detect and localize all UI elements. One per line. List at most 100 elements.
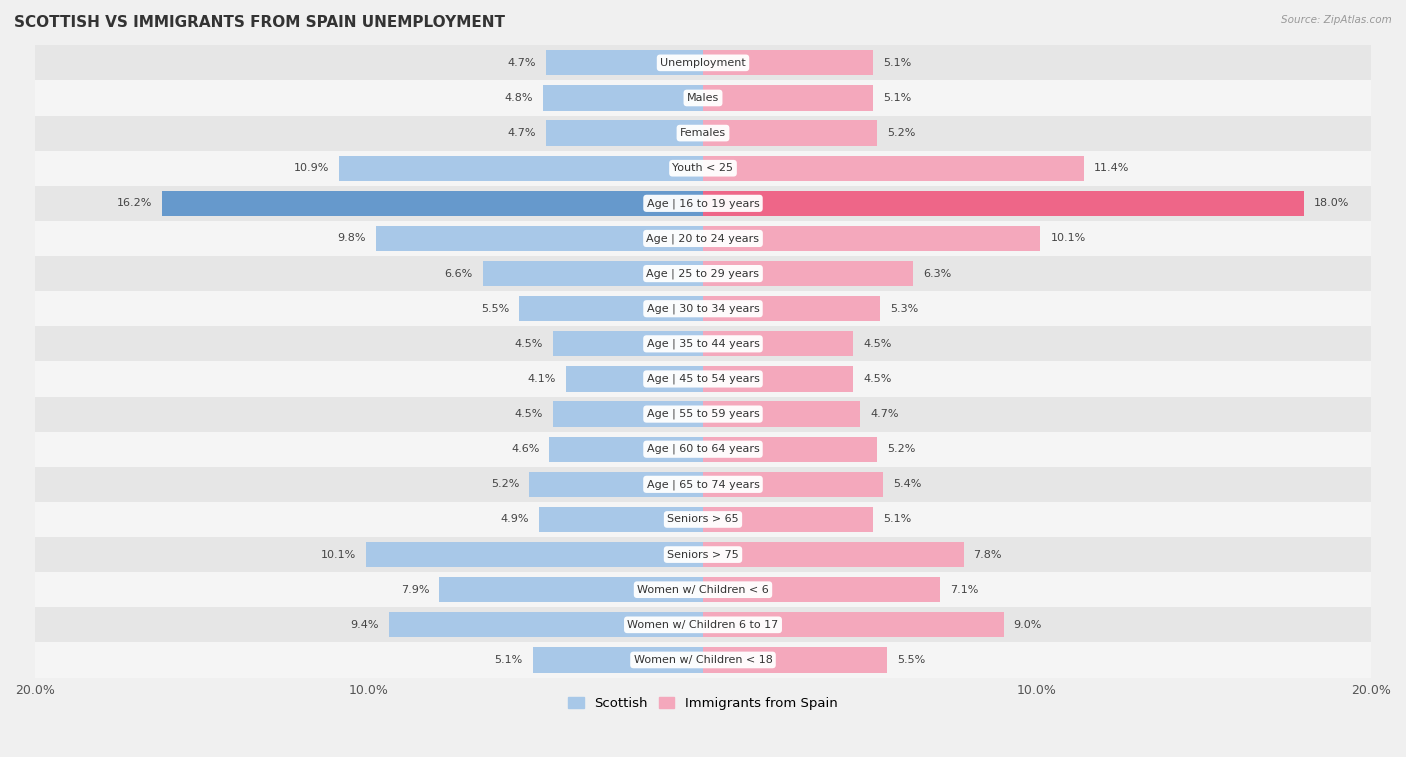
Bar xyxy=(35,185,1371,221)
Bar xyxy=(553,401,703,427)
Text: 16.2%: 16.2% xyxy=(117,198,152,208)
Bar xyxy=(35,221,1371,256)
Text: Seniors > 75: Seniors > 75 xyxy=(666,550,740,559)
Text: 4.5%: 4.5% xyxy=(515,339,543,349)
Text: Males: Males xyxy=(688,93,718,103)
Bar xyxy=(703,506,873,532)
Text: Age | 16 to 19 years: Age | 16 to 19 years xyxy=(647,198,759,209)
Text: 4.1%: 4.1% xyxy=(527,374,555,384)
Text: 10.1%: 10.1% xyxy=(321,550,356,559)
Text: 4.5%: 4.5% xyxy=(515,409,543,419)
Bar xyxy=(533,647,703,673)
Text: Women w/ Children < 18: Women w/ Children < 18 xyxy=(634,655,772,665)
Bar xyxy=(35,326,1371,361)
Bar xyxy=(703,542,963,567)
Bar xyxy=(162,191,703,216)
Text: Age | 35 to 44 years: Age | 35 to 44 years xyxy=(647,338,759,349)
Bar xyxy=(35,572,1371,607)
Text: 4.7%: 4.7% xyxy=(508,128,536,138)
Bar xyxy=(339,156,703,181)
Text: 5.5%: 5.5% xyxy=(481,304,509,313)
Bar xyxy=(567,366,703,391)
Bar xyxy=(35,256,1371,291)
Text: 7.1%: 7.1% xyxy=(950,584,979,595)
Text: 4.8%: 4.8% xyxy=(505,93,533,103)
Text: 7.9%: 7.9% xyxy=(401,584,429,595)
Text: 5.1%: 5.1% xyxy=(883,515,911,525)
Text: SCOTTISH VS IMMIGRANTS FROM SPAIN UNEMPLOYMENT: SCOTTISH VS IMMIGRANTS FROM SPAIN UNEMPL… xyxy=(14,15,505,30)
Bar xyxy=(389,612,703,637)
Text: 9.8%: 9.8% xyxy=(337,233,366,244)
Bar xyxy=(703,437,877,462)
Text: 9.4%: 9.4% xyxy=(350,620,380,630)
Text: 7.8%: 7.8% xyxy=(973,550,1002,559)
Text: Age | 60 to 64 years: Age | 60 to 64 years xyxy=(647,444,759,454)
Bar xyxy=(703,296,880,322)
Text: 5.5%: 5.5% xyxy=(897,655,925,665)
Text: 5.2%: 5.2% xyxy=(887,128,915,138)
Bar xyxy=(703,577,941,603)
Bar xyxy=(35,361,1371,397)
Text: 4.5%: 4.5% xyxy=(863,339,891,349)
Text: 4.6%: 4.6% xyxy=(510,444,540,454)
Bar xyxy=(703,191,1305,216)
Bar xyxy=(439,577,703,603)
Bar xyxy=(703,647,887,673)
Bar xyxy=(703,86,873,111)
Bar xyxy=(35,80,1371,116)
Text: 10.9%: 10.9% xyxy=(294,164,329,173)
Bar xyxy=(529,472,703,497)
Text: 5.1%: 5.1% xyxy=(883,58,911,68)
Bar xyxy=(543,86,703,111)
Text: 5.3%: 5.3% xyxy=(890,304,918,313)
Bar xyxy=(553,332,703,357)
Text: Females: Females xyxy=(681,128,725,138)
Text: 4.7%: 4.7% xyxy=(508,58,536,68)
Text: 5.1%: 5.1% xyxy=(495,655,523,665)
Bar xyxy=(35,467,1371,502)
Text: Age | 45 to 54 years: Age | 45 to 54 years xyxy=(647,374,759,385)
Bar xyxy=(35,45,1371,80)
Bar xyxy=(35,643,1371,678)
Bar xyxy=(546,120,703,146)
Text: Women w/ Children 6 to 17: Women w/ Children 6 to 17 xyxy=(627,620,779,630)
Text: 10.1%: 10.1% xyxy=(1050,233,1085,244)
Legend: Scottish, Immigrants from Spain: Scottish, Immigrants from Spain xyxy=(562,692,844,715)
Bar xyxy=(703,366,853,391)
Bar xyxy=(703,226,1040,251)
Text: Age | 65 to 74 years: Age | 65 to 74 years xyxy=(647,479,759,490)
Text: Women w/ Children < 6: Women w/ Children < 6 xyxy=(637,584,769,595)
Bar xyxy=(546,50,703,76)
Text: Age | 25 to 29 years: Age | 25 to 29 years xyxy=(647,268,759,279)
Text: 4.9%: 4.9% xyxy=(501,515,529,525)
Text: Age | 30 to 34 years: Age | 30 to 34 years xyxy=(647,304,759,314)
Bar xyxy=(35,151,1371,185)
Bar xyxy=(519,296,703,322)
Text: 5.4%: 5.4% xyxy=(893,479,922,489)
Text: Age | 55 to 59 years: Age | 55 to 59 years xyxy=(647,409,759,419)
Bar xyxy=(703,156,1084,181)
Bar xyxy=(703,472,883,497)
Bar xyxy=(703,120,877,146)
Text: 5.2%: 5.2% xyxy=(491,479,519,489)
Text: 11.4%: 11.4% xyxy=(1094,164,1129,173)
Text: 4.5%: 4.5% xyxy=(863,374,891,384)
Text: 9.0%: 9.0% xyxy=(1014,620,1042,630)
Text: Seniors > 65: Seniors > 65 xyxy=(668,515,738,525)
Bar xyxy=(540,506,703,532)
Bar xyxy=(35,607,1371,643)
Text: 4.7%: 4.7% xyxy=(870,409,898,419)
Bar xyxy=(366,542,703,567)
Bar xyxy=(482,261,703,286)
Text: Source: ZipAtlas.com: Source: ZipAtlas.com xyxy=(1281,15,1392,25)
Bar xyxy=(703,332,853,357)
Bar xyxy=(35,537,1371,572)
Bar xyxy=(703,261,914,286)
Text: 6.6%: 6.6% xyxy=(444,269,472,279)
Bar xyxy=(703,401,860,427)
Bar xyxy=(703,50,873,76)
Text: 18.0%: 18.0% xyxy=(1315,198,1350,208)
Text: 5.2%: 5.2% xyxy=(887,444,915,454)
Text: Age | 20 to 24 years: Age | 20 to 24 years xyxy=(647,233,759,244)
Bar xyxy=(35,502,1371,537)
